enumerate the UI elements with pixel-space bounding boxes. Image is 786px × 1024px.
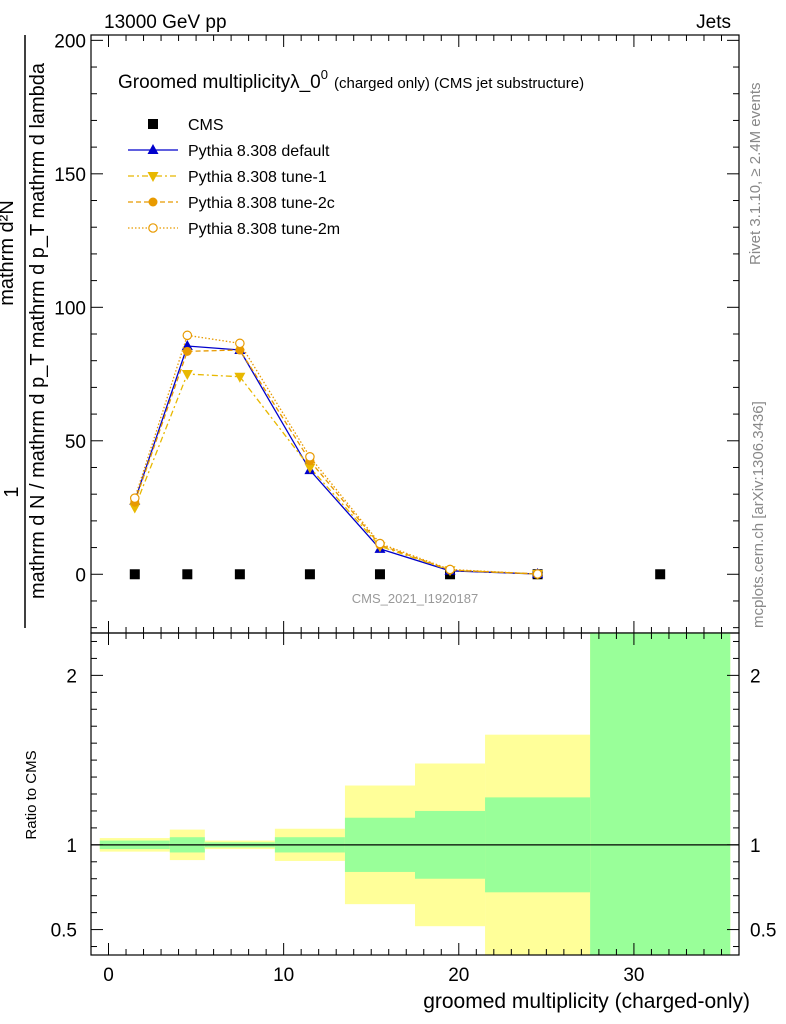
ratio-y-tick-label-left: 0.5 (51, 921, 77, 942)
series-line-1 (134, 345, 538, 575)
header-category-label: Jets (696, 12, 731, 33)
y-tick-label: 0 (75, 565, 86, 586)
legend-label-4: Pythia 8.308 tune-2m (188, 221, 340, 238)
data-point-2-1 (181, 370, 193, 381)
data-point-0-3 (304, 569, 315, 580)
analysis-watermark: CMS_2021_I1920187 (352, 591, 479, 606)
rivet-version-label: Rivet 3.1.10, ≥ 2.4M events (747, 83, 764, 266)
ratio-y-tick-label-right: 2 (750, 666, 761, 687)
data-point-0-1 (182, 569, 193, 580)
series-line-2 (134, 373, 538, 575)
data-point-0-0 (129, 569, 140, 580)
series-line-4 (134, 334, 538, 575)
ratio-y-tick-label-left: 1 (66, 836, 77, 857)
data-point-3-2 (235, 345, 245, 355)
data-point-4-5 (445, 564, 455, 575)
top-panel-series (129, 330, 666, 581)
y-label-one: 1 (1, 486, 23, 497)
legend-marker-1 (147, 144, 159, 154)
ratio-y-tick-label-left: 2 (66, 666, 77, 687)
ratio-panel-axes: 0.5 0.51 12 20 10 20 30 (51, 632, 776, 986)
ratio-y-label: Ratio to CMS (23, 750, 40, 839)
x-tick-label: 20 (448, 965, 469, 986)
x-tick-label: 0 (103, 965, 114, 986)
legend-label-0: CMS (188, 117, 224, 134)
data-point-0-7 (655, 569, 666, 580)
y-tick-label: 50 (65, 432, 86, 453)
top-y-axis-label: 1 mathrm d²N mathrm d N / mathrm d p_T m… (0, 35, 49, 628)
ratio-panel-bands (99, 633, 731, 955)
chart-title: Groomed multiplicityλ_00(charged only) (… (118, 67, 584, 93)
data-point-1-1 (181, 340, 193, 351)
data-point-4-2 (235, 338, 245, 349)
data-point-4-0 (129, 493, 140, 503)
y-tick-label: 150 (54, 165, 86, 186)
legend-label-2: Pythia 8.308 tune-1 (188, 169, 327, 186)
x-tick-label: 10 (273, 965, 294, 986)
x-tick-label: 30 (623, 965, 644, 986)
data-point-2-0 (129, 503, 141, 514)
data-point-3-1 (182, 346, 192, 356)
legend-marker-2 (147, 172, 159, 182)
series-line-3 (134, 349, 538, 575)
data-point-0-4 (374, 569, 385, 580)
ratio-y-tick-label-right: 1 (750, 836, 761, 857)
legend-label-1: Pythia 8.308 default (188, 143, 330, 160)
legend-marker-3 (148, 197, 158, 207)
mcplots-label: mcplots.cern.ch [arXiv:1306.3436] (750, 401, 767, 628)
y-tick-label: 200 (54, 31, 86, 52)
y-tick-label: 100 (54, 298, 86, 319)
data-point-2-3 (304, 463, 316, 474)
legend-marker-0 (148, 119, 158, 129)
y-label-denominator: mathrm d N / mathrm d p_T mathrm d p_T m… (27, 62, 49, 599)
legend: CMS Pythia 8.308 default Pythia 8.308 tune… (128, 117, 340, 238)
data-point-4-6 (532, 569, 543, 579)
data-point-2-2 (234, 372, 246, 383)
x-axis-label: groomed multiplicity (charged-only) (423, 990, 750, 1013)
data-point-4-1 (182, 330, 193, 341)
y-label-numerator: mathrm d²N (0, 200, 18, 306)
legend-marker-4 (148, 223, 158, 233)
ratio-band-green-7 (590, 633, 731, 955)
header-energy-label: 13000 GeV pp (104, 12, 227, 33)
legend-label-3: Pythia 8.308 tune-2c (188, 195, 335, 212)
data-point-0-2 (234, 569, 245, 580)
ratio-y-tick-label-right: 0.5 (750, 921, 776, 942)
data-point-4-3 (305, 452, 315, 462)
data-point-4-4 (375, 538, 385, 549)
